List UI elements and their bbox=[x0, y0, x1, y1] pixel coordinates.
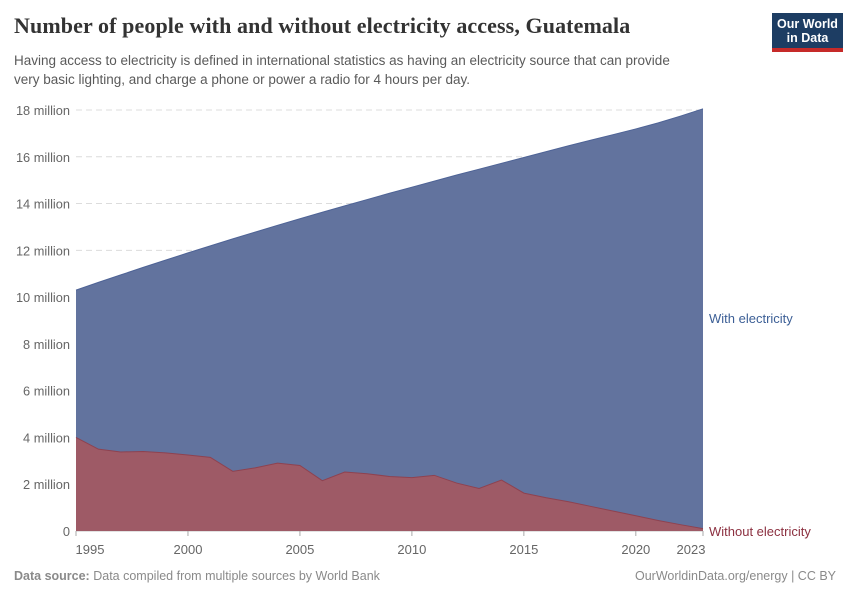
y-axis-tick-label: 14 million bbox=[16, 197, 70, 212]
data-source-text: Data compiled from multiple sources by W… bbox=[93, 569, 380, 583]
y-axis-tick-label: 8 million bbox=[23, 337, 70, 352]
owid-logo-line2: in Data bbox=[786, 30, 829, 45]
x-axis-tick-label: 2015 bbox=[509, 542, 538, 557]
y-axis-tick-label: 6 million bbox=[23, 384, 70, 399]
data-source: Data source: Data compiled from multiple… bbox=[14, 569, 380, 583]
y-axis-tick-label: 12 million bbox=[16, 243, 70, 258]
y-axis-tick-label: 16 million bbox=[16, 150, 70, 165]
series-label-with-electricity: With electricity bbox=[709, 311, 793, 326]
area-without-electricity[interactable] bbox=[76, 437, 703, 531]
y-axis-tick-label: 10 million bbox=[16, 290, 70, 305]
y-axis-tick-label: 2 million bbox=[23, 477, 70, 492]
x-axis-tick-label: 2023 bbox=[677, 542, 706, 557]
y-axis-tick-label: 4 million bbox=[23, 430, 70, 445]
credit-link[interactable]: OurWorldinData.org/energy | CC BY bbox=[634, 569, 836, 583]
chart-subtitle-line1: Having access to electricity is defined … bbox=[14, 53, 670, 68]
x-axis-tick-label: 2005 bbox=[285, 542, 314, 557]
owid-logo-line1: Our World bbox=[777, 16, 838, 31]
y-axis-tick-label: 0 bbox=[63, 524, 70, 539]
data-source-label: Data source: bbox=[14, 569, 90, 583]
owid-logo[interactable]: Our World in Data bbox=[772, 13, 843, 52]
page-title: Number of people with and without electr… bbox=[14, 13, 631, 38]
y-axis-tick-label: 18 million bbox=[16, 103, 70, 118]
x-axis-tick-label: 2020 bbox=[621, 542, 650, 557]
chart-subtitle-line2: very basic lighting, and charge a phone … bbox=[14, 72, 471, 87]
series-label-without-electricity: Without electricity bbox=[709, 524, 811, 539]
area-with-electricity[interactable] bbox=[76, 108, 703, 529]
line-without-electricity bbox=[75, 437, 704, 530]
line-with-electricity bbox=[75, 108, 704, 291]
x-axis-tick-label: 2010 bbox=[397, 542, 426, 557]
x-axis-tick-label: 2000 bbox=[174, 542, 203, 557]
chart-subtitle: Having access to electricity is defined … bbox=[14, 51, 774, 89]
x-axis-tick-label: 1995 bbox=[76, 542, 105, 557]
